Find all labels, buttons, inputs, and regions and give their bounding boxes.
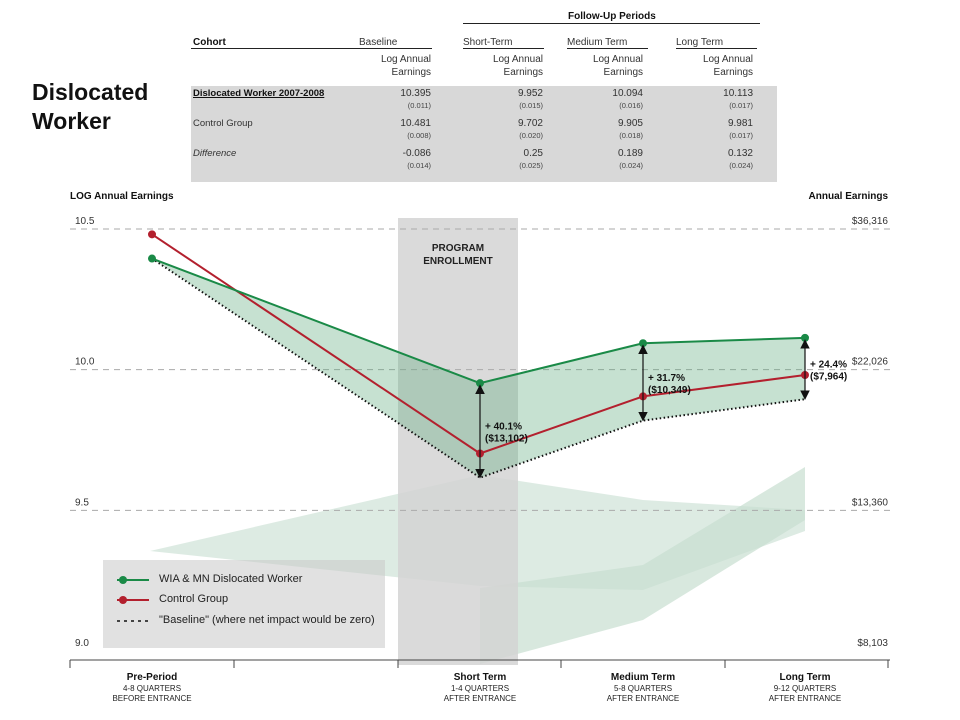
- category-label: Long Term: [780, 672, 831, 683]
- table-cell-se: (0.017): [729, 101, 753, 110]
- table-cell-se: (0.015): [519, 101, 543, 110]
- category-sublabel: AFTER ENTRANCE: [444, 694, 516, 703]
- table-cell-se: (0.008): [407, 131, 431, 140]
- table-cell-se: (0.016): [619, 101, 643, 110]
- impact-annotation-line1: + 31.7%: [648, 373, 685, 384]
- right-tick-label: $36,316: [852, 216, 889, 227]
- treatment-point: [476, 379, 484, 388]
- program-enrollment-band: [398, 218, 518, 665]
- table-subheader-0-line2: Earnings: [391, 67, 431, 78]
- table-cell-value: 0.189: [617, 148, 643, 159]
- table-subheader-1-line2: Earnings: [503, 67, 543, 78]
- table-cell-value: 9.981: [727, 118, 753, 129]
- legend-control-label: Control Group: [159, 593, 229, 605]
- table-group-rule: [463, 23, 760, 24]
- left-tick-label: 10.0: [75, 357, 95, 368]
- legend-control-symbol: [117, 596, 149, 604]
- table-cell-se: (0.014): [407, 161, 431, 170]
- table-period-group-header: Follow-Up Periods: [568, 11, 656, 22]
- table-cell-value: 10.481: [400, 118, 431, 129]
- table-cell-value: 0.25: [523, 148, 543, 159]
- category-sublabel: 5-8 QUARTERS: [614, 684, 672, 693]
- left-tick-label: 9.0: [75, 638, 89, 649]
- category-sublabel: BEFORE ENTRANCE: [112, 694, 191, 703]
- legend-treatment-symbol: [117, 576, 149, 584]
- legend-baseline-symbol: [117, 620, 149, 622]
- right-tick-label: $22,026: [852, 357, 889, 368]
- table-subheader-3-line1: Log Annual: [702, 54, 753, 65]
- table-header-rule: [463, 48, 544, 49]
- treatment-series-line: [151, 257, 806, 385]
- table-header-rule: [567, 48, 648, 49]
- impact-annotation-line1: + 40.1%: [485, 421, 522, 432]
- category-label: Pre-Period: [127, 672, 178, 683]
- category-sublabel: 4-8 QUARTERS: [123, 684, 181, 693]
- table-row-label: Dislocated Worker 2007-2008: [193, 88, 325, 99]
- right-tick-label: $13,360: [852, 497, 889, 508]
- impact-annotation-line2: ($10,349): [648, 385, 691, 396]
- category-label: Short Term: [454, 672, 507, 683]
- table-body-background: [191, 86, 777, 182]
- table-cell-value: 10.395: [400, 88, 431, 99]
- table-subheader-2-line2: Earnings: [603, 67, 643, 78]
- control-point: [148, 230, 156, 239]
- table-cell-se: (0.025): [519, 161, 543, 170]
- table-header-baseline: Baseline: [359, 37, 398, 48]
- table-header-medium-term: Medium Term: [567, 37, 628, 48]
- left-tick-label: 10.5: [75, 216, 95, 227]
- table-cell-value: 10.113: [723, 88, 753, 99]
- right-axis-label: Annual Earnings: [809, 191, 889, 202]
- table-subheader-0-line1: Log Annual: [380, 54, 431, 65]
- table-subheader-2-line1: Log Annual: [592, 54, 643, 65]
- table-header-cohort: Cohort: [193, 37, 226, 48]
- table-row-label: Difference: [193, 148, 237, 159]
- right-tick-label: $8,103: [857, 638, 888, 649]
- table-row-label: Control Group: [193, 118, 253, 129]
- legend-treatment-label: WIA & MN Dislocated Worker: [159, 573, 303, 585]
- table-header-long-term: Long Term: [676, 37, 724, 48]
- category-sublabel: AFTER ENTRANCE: [607, 694, 679, 703]
- table-cell-value: 9.702: [517, 118, 543, 129]
- impact-annotation-line2: ($7,964): [810, 372, 847, 383]
- category-sublabel: 1-4 QUARTERS: [451, 684, 509, 693]
- control-series-line: [151, 233, 806, 455]
- table-subheader-1-line1: Log Annual: [492, 54, 543, 65]
- legend-baseline-label: "Baseline" (where net impact would be ze…: [159, 614, 375, 626]
- treatment-point: [801, 333, 809, 342]
- table-header-rule: [676, 48, 757, 49]
- table-cell-value: 9.905: [617, 118, 643, 129]
- table-cell-value: 9.952: [517, 88, 543, 99]
- table-subheader-3-line2: Earnings: [713, 67, 753, 78]
- left-axis-label: LOG Annual Earnings: [70, 191, 174, 202]
- table-cell-se: (0.017): [729, 131, 753, 140]
- baseline-series-line: [151, 257, 806, 479]
- side-title: Dislocated Worker: [32, 79, 149, 134]
- impact-annotation-line2: ($13,102): [485, 433, 528, 444]
- table-header-rule: [191, 48, 432, 49]
- band-label-line: ENROLLMENT: [423, 256, 492, 267]
- table-cell-se: (0.011): [407, 101, 431, 110]
- treatment-point: [639, 339, 647, 348]
- table-cell-se: (0.020): [519, 131, 543, 140]
- left-tick-label: 9.5: [75, 497, 89, 508]
- table-cell-value: 0.132: [727, 148, 753, 159]
- category-sublabel: AFTER ENTRANCE: [769, 694, 841, 703]
- category-label: Medium Term: [611, 672, 675, 683]
- table-header-short-term: Short-Term: [463, 37, 513, 48]
- table-cell-se: (0.024): [619, 161, 643, 170]
- table-cell-value: 10.094: [612, 88, 643, 99]
- table-cell-se: (0.024): [729, 161, 753, 170]
- table-cell-se: (0.018): [619, 131, 643, 140]
- background-shape: [480, 467, 805, 664]
- chart-legend: WIA & MN Dislocated Worker Control Group…: [103, 560, 385, 648]
- category-sublabel: 9-12 QUARTERS: [774, 684, 837, 693]
- treatment-point: [148, 254, 156, 263]
- band-label-line: PROGRAM: [432, 243, 484, 254]
- table-cell-value: -0.086: [402, 148, 431, 159]
- impact-annotation-line1: + 24.4%: [810, 360, 847, 371]
